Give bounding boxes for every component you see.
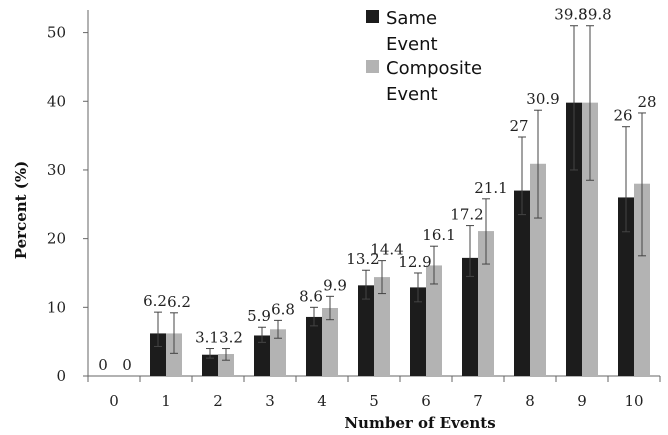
data-label-composite-2: 3.2 xyxy=(219,329,243,347)
data-label-same-0: 0 xyxy=(98,356,108,374)
bar-same-4 xyxy=(306,316,322,376)
data-label-same-5: 13.2 xyxy=(346,250,379,268)
bar-same-3 xyxy=(254,335,270,376)
x-tick-label-8: 8 xyxy=(525,392,535,410)
data-labels: 06.23.15.98.613.2 12.917.22739.82606.23.2… xyxy=(98,6,656,374)
data-label-same-3: 5.9 xyxy=(247,307,271,325)
axes: 0 10 20 30 40 50 0 1 2 3 4 5 6 7 8 9 10 xyxy=(47,10,661,410)
bar-composite-6 xyxy=(426,265,442,376)
bar-same-1 xyxy=(150,333,166,376)
data-label-composite-9: 39.8 xyxy=(578,6,611,24)
x-tick-label-6: 6 xyxy=(421,392,431,410)
data-label-same-9: 39.8 xyxy=(554,6,587,24)
x-tick-label-2: 2 xyxy=(213,392,223,410)
legend-label-same-line1: Same xyxy=(386,8,437,29)
legend-swatch-same xyxy=(366,10,379,23)
bar-composite-5 xyxy=(374,277,390,376)
bar-composite-2 xyxy=(218,354,234,376)
data-label-composite-4: 9.9 xyxy=(323,276,347,294)
y-tick-label-40: 40 xyxy=(47,92,66,110)
data-label-composite-3: 6.8 xyxy=(271,300,295,318)
x-tick-label-7: 7 xyxy=(473,392,483,410)
legend: Same Event Composite Event xyxy=(366,8,482,105)
data-label-same-1: 6.2 xyxy=(143,292,167,310)
x-tick-label-5: 5 xyxy=(369,392,379,410)
bar-same-9 xyxy=(566,102,582,376)
bar-same-7 xyxy=(462,257,478,376)
bar-composite-8 xyxy=(530,163,546,376)
bars xyxy=(150,102,650,376)
data-label-same-2: 3.1 xyxy=(195,329,219,347)
y-tick-label-10: 10 xyxy=(47,298,66,316)
data-label-composite-7: 21.1 xyxy=(474,179,507,197)
x-tick-label-3: 3 xyxy=(265,392,275,410)
y-axis-title: Percent (%) xyxy=(12,161,30,260)
legend-label-composite-line1: Composite xyxy=(386,58,482,79)
bar-same-6 xyxy=(410,287,426,376)
bar-composite-3 xyxy=(270,329,286,376)
bar-same-5 xyxy=(358,285,374,376)
bar-same-2 xyxy=(202,354,218,376)
data-label-composite-6: 16.1 xyxy=(422,226,455,244)
legend-label-same-line2: Event xyxy=(386,34,438,55)
bar-composite-1 xyxy=(166,333,182,376)
bar-composite-4 xyxy=(322,308,338,376)
x-tick-label-9: 9 xyxy=(577,392,587,410)
data-label-same-6: 12.9 xyxy=(398,253,431,271)
y-tick-label-0: 0 xyxy=(56,367,66,385)
data-label-same-7: 17.2 xyxy=(450,206,483,224)
data-label-composite-0: 0 xyxy=(122,356,132,374)
bar-composite-10 xyxy=(634,183,650,376)
legend-swatch-composite xyxy=(366,60,379,73)
x-tick-label-1: 1 xyxy=(161,392,171,410)
y-tick-label-50: 50 xyxy=(47,24,66,42)
x-tick-label-10: 10 xyxy=(624,392,643,410)
bar-same-8 xyxy=(514,190,530,376)
legend-label-composite-line2: Event xyxy=(386,84,438,105)
data-label-composite-5: 14.4 xyxy=(370,241,403,259)
x-axis-title: Number of Events xyxy=(344,414,495,432)
y-tick-label-20: 20 xyxy=(47,230,66,248)
data-label-composite-1: 6.2 xyxy=(167,293,191,311)
data-label-same-4: 8.6 xyxy=(299,287,323,305)
data-label-same-8: 27 xyxy=(509,117,528,135)
bar-composite-9 xyxy=(582,102,598,376)
y-tick-label-30: 30 xyxy=(47,161,66,179)
x-tick-label-4: 4 xyxy=(317,392,327,410)
bar-same-10 xyxy=(618,197,634,376)
bar-composite-7 xyxy=(478,231,494,376)
error-bars xyxy=(154,25,646,361)
data-label-composite-10: 28 xyxy=(637,93,656,111)
data-label-composite-8: 30.9 xyxy=(526,90,559,108)
x-tick-label-0: 0 xyxy=(109,392,119,410)
data-label-same-10: 26 xyxy=(613,107,632,125)
